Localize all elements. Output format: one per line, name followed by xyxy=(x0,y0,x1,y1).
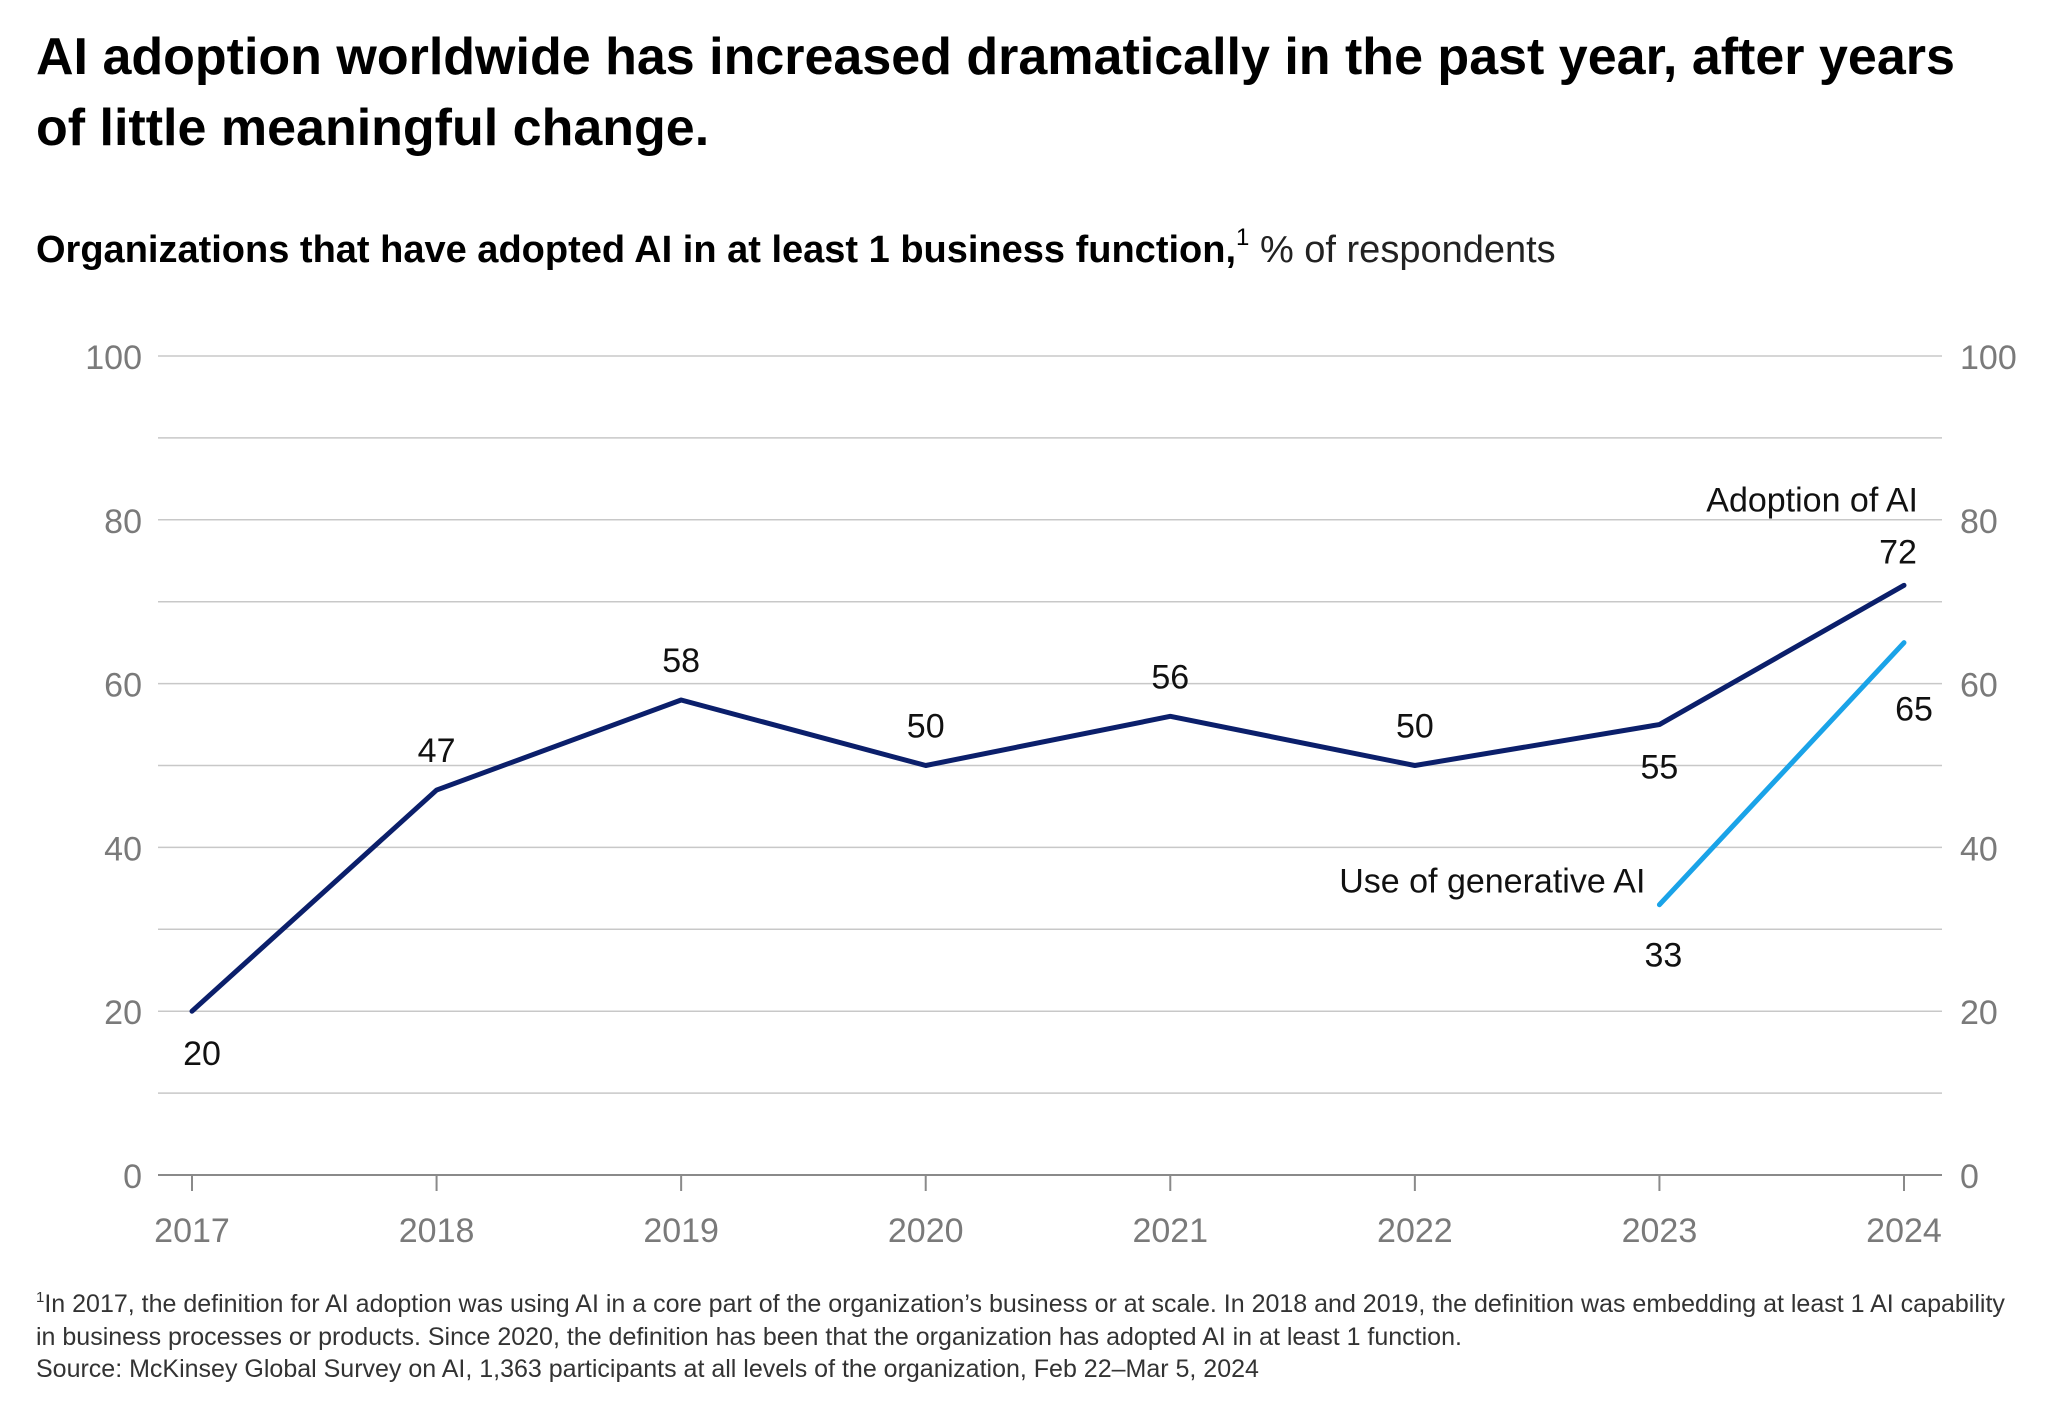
series-lines xyxy=(189,582,1907,1014)
y-tick-label-right: 40 xyxy=(1960,830,1998,868)
y-tick-label-right: 100 xyxy=(1960,339,2017,377)
data-labels: 20 47 58 50 56 50 55 72 33 65 Adoption of AI Use of… xyxy=(183,481,1933,1073)
y-tick-label-left: 0 xyxy=(123,1158,142,1196)
chart-subtitle: Organizations that have adopted AI in at… xyxy=(36,224,1556,274)
x-tick-label: 2024 xyxy=(1866,1212,1942,1250)
series-label-genai: Use of generative AI xyxy=(1339,863,1645,901)
series-label-adoption: Adoption of AI xyxy=(1706,481,1918,519)
footnote-definition: 1In 2017, the definition for AI adoption… xyxy=(36,1288,2026,1353)
y-tick-label-left: 80 xyxy=(104,503,142,541)
data-label-adoption: 50 xyxy=(907,708,945,746)
data-label-adoption: 50 xyxy=(1396,708,1434,746)
footnote-text: In 2017, the definition for AI adoption … xyxy=(36,1290,2005,1351)
x-tick-label: 2021 xyxy=(1132,1212,1208,1250)
data-label-adoption: 58 xyxy=(662,642,700,680)
data-label-adoption: 20 xyxy=(183,1035,221,1073)
y-tick-label-left: 100 xyxy=(85,339,142,377)
series-line-adoption xyxy=(189,582,1907,1014)
y-tick-label-left: 40 xyxy=(104,830,142,868)
grid-lines xyxy=(158,355,1942,1094)
subtitle-footnote-mark: 1 xyxy=(1236,224,1250,251)
y-tick-label-left: 60 xyxy=(104,667,142,705)
footnote-source: Source: McKinsey Global Survey on AI, 1,… xyxy=(36,1355,1259,1383)
x-tick-label: 2017 xyxy=(154,1212,230,1250)
data-label-adoption: 56 xyxy=(1151,658,1189,696)
y-tick-label-left: 20 xyxy=(104,994,142,1032)
data-label-adoption: 47 xyxy=(418,732,456,770)
data-label-genai: 65 xyxy=(1895,691,1933,729)
footnote-mark: 1 xyxy=(36,1289,45,1306)
y-tick-label-right: 60 xyxy=(1960,667,1998,705)
chart-title: AI adoption worldwide has increased dram… xyxy=(36,28,1955,157)
y-tick-label-right: 80 xyxy=(1960,503,1998,541)
y-tick-label-right: 20 xyxy=(1960,994,1998,1032)
x-tick-label: 2020 xyxy=(888,1212,964,1250)
x-tick-label: 2022 xyxy=(1377,1212,1453,1250)
footnotes: 1In 2017, the definition for AI adoption… xyxy=(36,1288,2026,1386)
subtitle-measure: Organizations that have adopted AI in at… xyxy=(36,229,1237,271)
data-label-adoption: 72 xyxy=(1879,533,1917,571)
subtitle-unit: % of respondents xyxy=(1259,229,1556,271)
x-tick-label: 2023 xyxy=(1622,1212,1698,1250)
x-tick-label: 2018 xyxy=(399,1212,475,1250)
y-tick-label-right: 0 xyxy=(1960,1158,1979,1196)
series-line-genai xyxy=(1656,640,1907,908)
data-label-genai: 33 xyxy=(1645,937,1683,975)
x-tick-label: 2019 xyxy=(643,1212,719,1250)
data-label-adoption: 55 xyxy=(1641,749,1679,787)
